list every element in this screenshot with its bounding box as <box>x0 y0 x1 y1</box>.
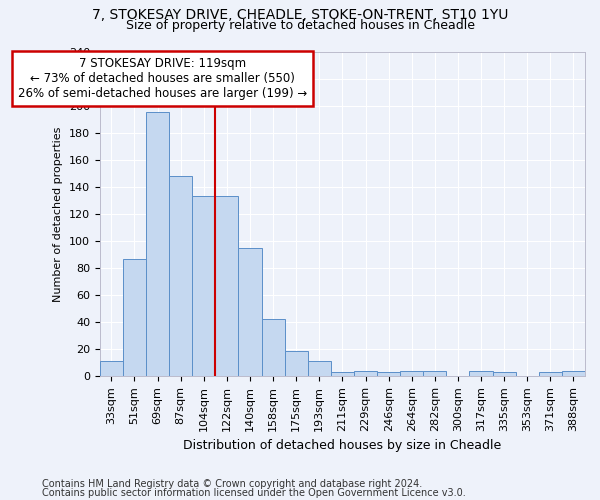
Y-axis label: Number of detached properties: Number of detached properties <box>53 126 64 302</box>
Text: Contains public sector information licensed under the Open Government Licence v3: Contains public sector information licen… <box>42 488 466 498</box>
Text: Contains HM Land Registry data © Crown copyright and database right 2024.: Contains HM Land Registry data © Crown c… <box>42 479 422 489</box>
Bar <box>284 350 308 376</box>
Bar <box>123 258 146 376</box>
Bar <box>192 196 215 376</box>
Text: 7, STOKESAY DRIVE, CHEADLE, STOKE-ON-TRENT, ST10 1YU: 7, STOKESAY DRIVE, CHEADLE, STOKE-ON-TRE… <box>92 8 508 22</box>
Bar <box>100 362 123 376</box>
Bar <box>423 371 446 376</box>
Bar <box>400 371 423 376</box>
Bar <box>493 372 515 376</box>
Bar <box>331 372 354 376</box>
Bar <box>377 372 400 376</box>
Bar <box>262 320 284 376</box>
Bar <box>469 371 493 376</box>
Bar <box>146 112 169 376</box>
Bar <box>308 362 331 376</box>
Bar <box>169 176 192 376</box>
Bar <box>238 248 262 376</box>
X-axis label: Distribution of detached houses by size in Cheadle: Distribution of detached houses by size … <box>183 440 502 452</box>
Bar <box>562 371 585 376</box>
Text: Size of property relative to detached houses in Cheadle: Size of property relative to detached ho… <box>125 20 475 32</box>
Bar <box>354 371 377 376</box>
Text: 7 STOKESAY DRIVE: 119sqm
← 73% of detached houses are smaller (550)
26% of semi-: 7 STOKESAY DRIVE: 119sqm ← 73% of detach… <box>17 57 307 100</box>
Bar <box>539 372 562 376</box>
Bar <box>215 196 238 376</box>
